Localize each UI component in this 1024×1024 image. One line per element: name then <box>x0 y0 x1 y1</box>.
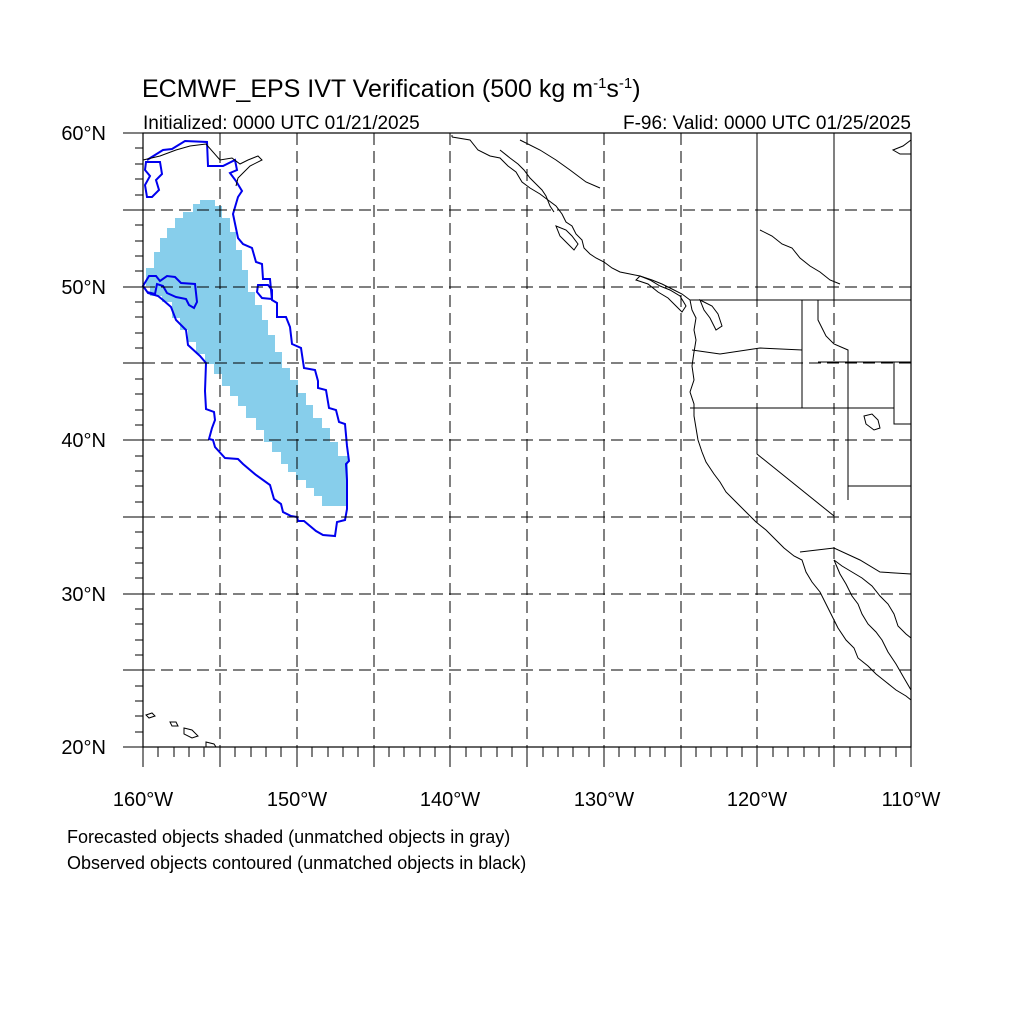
latitude-labels: 60°N 50°N 40°N 30°N 20°N <box>61 123 106 759</box>
valid-time: F-96: Valid: 0000 UTC 01/25/2025 <box>623 113 911 134</box>
lat-label-50n: 50°N <box>61 277 106 299</box>
political-borders <box>451 133 912 575</box>
lon-label-150w: 150°W <box>267 789 327 811</box>
lat-label-40n: 40°N <box>61 430 106 452</box>
lat-label-20n: 20°N <box>61 737 106 759</box>
observed-ivt-contour-island <box>255 284 273 301</box>
lon-label-110w: 110°W <box>882 789 941 811</box>
tick-marks <box>123 132 912 767</box>
graticule <box>143 133 911 747</box>
observed-ivt-contour-alaska <box>143 161 164 198</box>
lon-label-120w: 120°W <box>727 789 787 811</box>
initialized-time: Initialized: 0000 UTC 01/21/2025 <box>143 113 420 134</box>
lat-label-30n: 30°N <box>61 584 106 606</box>
map-title: ECMWF_EPS IVT Verification (500 kg m-1s-… <box>142 75 641 103</box>
lon-label-130w: 130°W <box>574 789 634 811</box>
lat-label-60n: 60°N <box>61 123 106 145</box>
lon-label-160w: 160°W <box>113 789 173 811</box>
footnote-observed: Observed objects contoured (unmatched ob… <box>67 853 526 873</box>
longitude-labels: 160°W 150°W 140°W 130°W 120°W 110°W <box>113 789 941 811</box>
lon-label-140w: 140°W <box>420 789 480 811</box>
footnote-forecast: Forecasted objects shaded (unmatched obj… <box>67 827 510 847</box>
observed-ivt-contour <box>141 139 351 538</box>
